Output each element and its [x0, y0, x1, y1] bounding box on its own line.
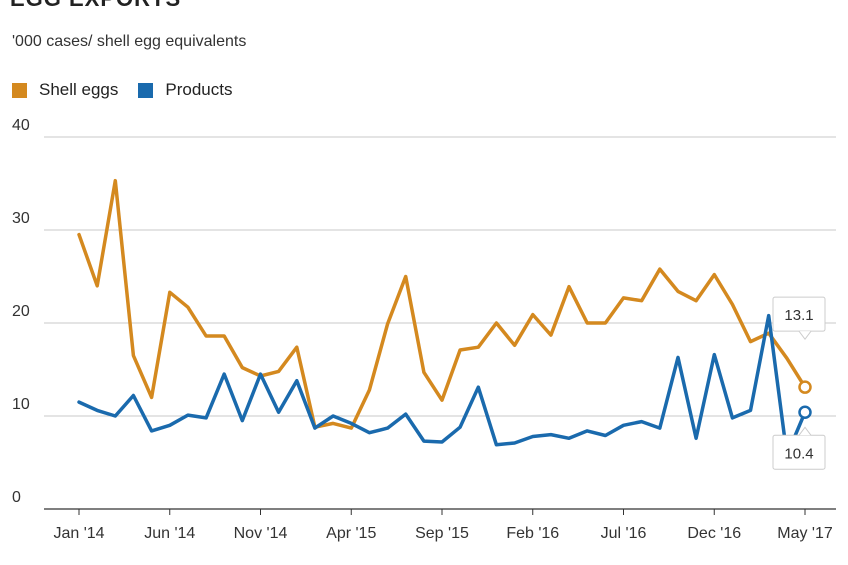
x-tick-label: Jul '16 — [601, 525, 647, 542]
end-marker-products — [798, 405, 812, 420]
y-tick-label: 40 — [12, 117, 30, 134]
legend-swatch-products — [138, 82, 154, 98]
y-tick-label: 20 — [12, 303, 30, 320]
x-tick-label: Feb '16 — [506, 525, 559, 542]
y-tick-label: 0 — [12, 489, 21, 506]
end-marker-shell-eggs — [798, 380, 812, 394]
callout-label: 10.4 — [784, 445, 813, 462]
legend-item-products[interactable]: Products — [138, 80, 232, 100]
y-tick-label: 10 — [12, 396, 30, 413]
x-tick-label: Nov '14 — [234, 525, 288, 542]
legend-item-shell-eggs[interactable]: Shell eggs — [12, 80, 118, 100]
x-tick-label: Sep '15 — [415, 525, 469, 542]
y-tick-label: 30 — [12, 210, 30, 227]
callout-pointer — [798, 426, 812, 436]
x-tick-label: Jan '14 — [53, 525, 104, 542]
x-tick-label: Apr '15 — [326, 525, 376, 542]
chart-subtitle: '000 cases/ shell egg equivalents — [12, 33, 247, 50]
callout-pointer — [798, 330, 812, 341]
series-line-products — [77, 313, 807, 457]
chart-title: EGG EXPORTS — [10, 0, 181, 12]
x-tick-label: May '17 — [777, 525, 833, 542]
callout-label: 13.1 — [784, 307, 813, 324]
x-tick-label: Jun '14 — [144, 525, 195, 542]
series-line-shell-eggs — [77, 178, 807, 430]
legend-label-products: Products — [165, 80, 233, 99]
x-tick-label: Dec '16 — [687, 525, 741, 542]
legend: Shell eggs Products — [12, 80, 252, 100]
legend-swatch-shell-eggs — [12, 82, 27, 98]
legend-label-shell-eggs: Shell eggs — [39, 80, 119, 99]
